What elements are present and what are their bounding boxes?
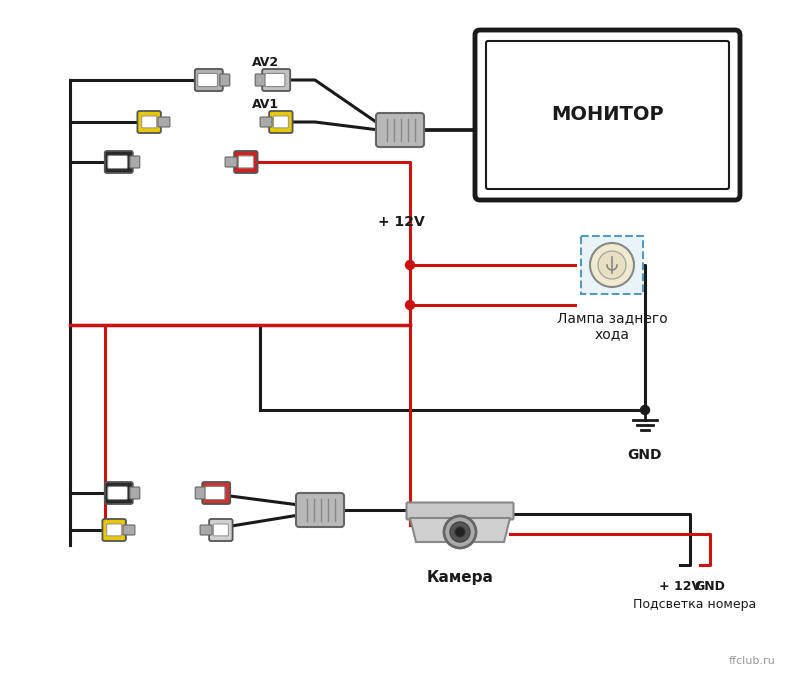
Text: GND: GND: [694, 580, 726, 593]
FancyBboxPatch shape: [123, 525, 135, 535]
FancyBboxPatch shape: [195, 69, 222, 91]
FancyBboxPatch shape: [214, 524, 229, 536]
Text: + 12V: + 12V: [378, 215, 425, 229]
FancyBboxPatch shape: [138, 111, 161, 133]
FancyBboxPatch shape: [105, 151, 133, 173]
FancyBboxPatch shape: [130, 487, 140, 499]
FancyBboxPatch shape: [486, 41, 729, 189]
FancyBboxPatch shape: [108, 155, 127, 168]
FancyBboxPatch shape: [106, 524, 122, 536]
Text: GND: GND: [628, 448, 662, 462]
FancyBboxPatch shape: [202, 482, 230, 504]
Circle shape: [598, 251, 626, 279]
FancyBboxPatch shape: [255, 74, 266, 86]
Circle shape: [444, 516, 476, 548]
FancyBboxPatch shape: [105, 482, 133, 504]
Bar: [581, 236, 643, 294]
FancyBboxPatch shape: [262, 69, 290, 91]
FancyBboxPatch shape: [195, 487, 205, 499]
FancyBboxPatch shape: [209, 519, 233, 541]
Text: Лампа заднего
хода: Лампа заднего хода: [557, 311, 667, 341]
Circle shape: [406, 301, 414, 310]
Circle shape: [641, 406, 650, 415]
FancyBboxPatch shape: [158, 117, 170, 127]
FancyBboxPatch shape: [142, 116, 157, 128]
FancyBboxPatch shape: [234, 151, 258, 173]
FancyBboxPatch shape: [238, 156, 254, 168]
FancyBboxPatch shape: [265, 74, 285, 87]
FancyBboxPatch shape: [130, 156, 140, 168]
Text: + 12V: + 12V: [659, 580, 701, 593]
FancyBboxPatch shape: [225, 157, 237, 167]
FancyBboxPatch shape: [102, 519, 126, 541]
FancyBboxPatch shape: [108, 486, 127, 499]
Circle shape: [590, 243, 634, 287]
Text: МОНИТОР: МОНИТОР: [551, 106, 664, 125]
FancyBboxPatch shape: [376, 113, 424, 147]
FancyBboxPatch shape: [274, 116, 288, 128]
FancyBboxPatch shape: [205, 486, 225, 499]
Text: ffclub.ru: ffclub.ru: [728, 656, 775, 666]
Polygon shape: [410, 518, 510, 542]
FancyBboxPatch shape: [269, 111, 293, 133]
Text: AV2: AV2: [251, 55, 278, 68]
Circle shape: [455, 527, 465, 537]
FancyBboxPatch shape: [475, 30, 740, 200]
Text: Камера: Камера: [426, 570, 494, 585]
FancyBboxPatch shape: [296, 493, 344, 527]
Text: AV1: AV1: [251, 98, 278, 111]
FancyBboxPatch shape: [198, 74, 218, 87]
Circle shape: [450, 522, 470, 542]
FancyBboxPatch shape: [200, 525, 212, 535]
FancyBboxPatch shape: [260, 117, 272, 127]
FancyBboxPatch shape: [406, 503, 514, 520]
Text: Подсветка номера: Подсветка номера: [634, 598, 757, 611]
Circle shape: [406, 261, 414, 269]
FancyBboxPatch shape: [220, 74, 230, 86]
